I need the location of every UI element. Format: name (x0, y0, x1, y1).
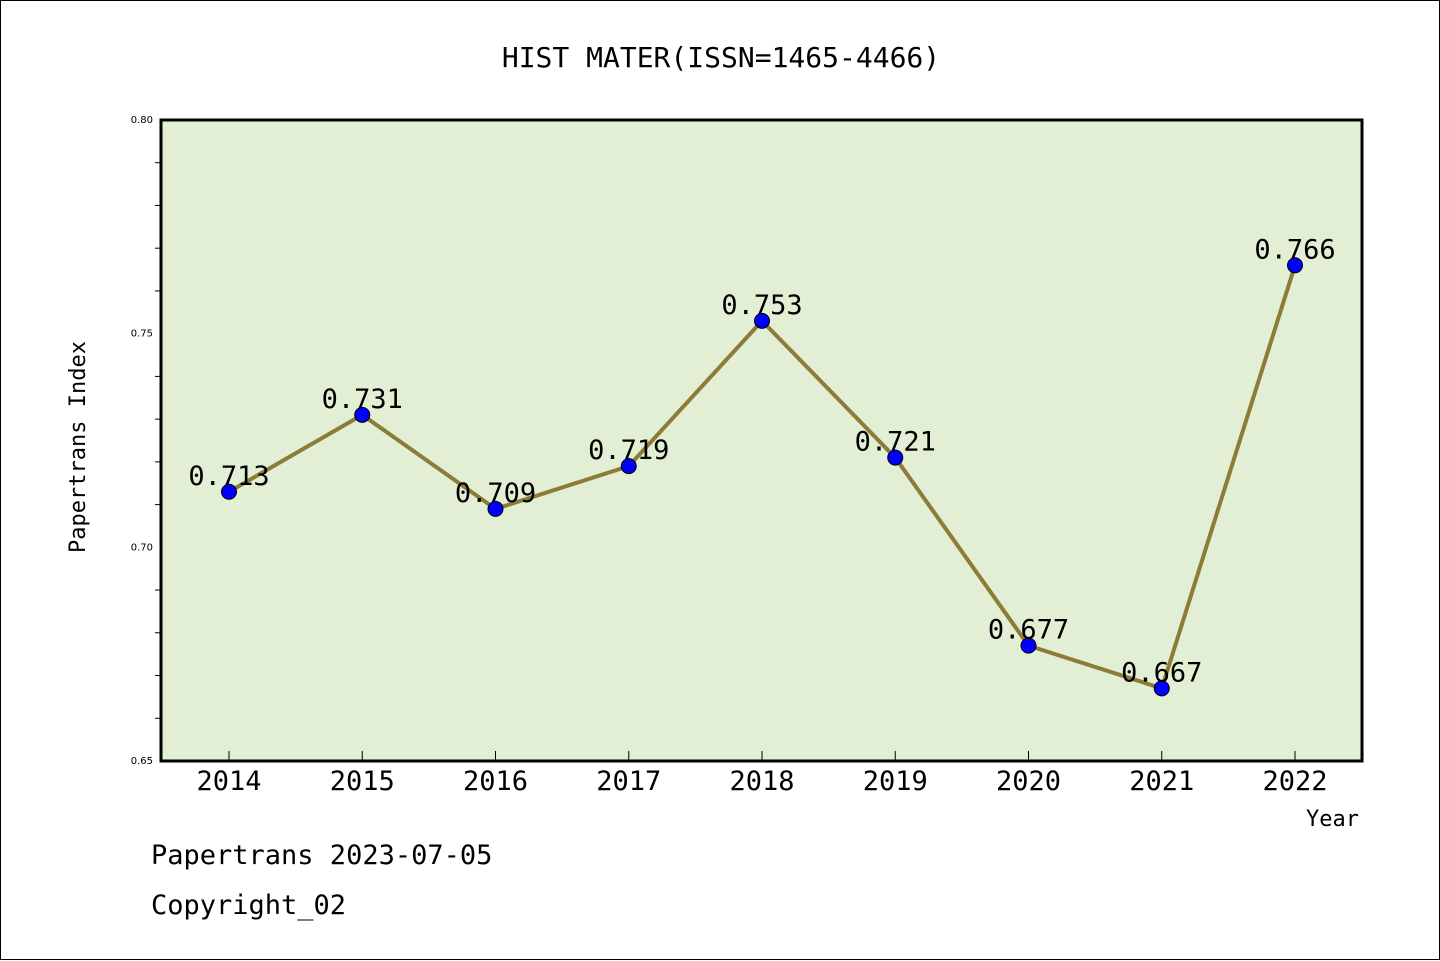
y-tick-label: 0.70 (131, 542, 153, 553)
data-label: 0.721 (855, 427, 936, 458)
y-tick-label: 0.65 (131, 756, 153, 767)
data-point (1020, 637, 1037, 654)
x-tick-label: 2014 (196, 766, 261, 797)
data-label: 0.753 (721, 290, 802, 321)
x-axis: 2014 2015 2016 2017 2018 2019 2020 2021 2022 (196, 751, 1328, 797)
data-point (221, 483, 237, 500)
y-axis-title: Papertrans Index (66, 341, 91, 553)
data-label: 0.731 (322, 384, 403, 415)
x-tick-label: 2017 (596, 766, 661, 797)
footer-copyright: Copyright_02 (151, 890, 346, 921)
data-point (620, 458, 637, 475)
x-tick-label: 2019 (863, 766, 928, 797)
data-label: 0.766 (1254, 234, 1335, 265)
x-axis-title: Year (1306, 807, 1359, 832)
data-labels: 0.713 0.731 0.709 0.719 0.753 0.721 0.677 0.667… (188, 234, 1335, 688)
data-label: 0.667 (1121, 657, 1202, 688)
y-tick-label: 0.75 (131, 329, 153, 340)
data-label: 0.709 (455, 478, 536, 509)
x-tick-label: 2022 (1262, 766, 1327, 797)
data-label: 0.677 (988, 615, 1069, 646)
footer-date: Papertrans 2023-07-05 (151, 840, 492, 871)
data-point (754, 312, 770, 329)
data-point (354, 406, 371, 423)
x-tick-label: 2016 (463, 766, 528, 797)
data-label: 0.713 (188, 461, 269, 492)
data-point (487, 500, 504, 517)
y-tick-label: 0.80 (131, 115, 153, 126)
data-point (1287, 257, 1303, 274)
series-markers (221, 257, 1303, 697)
x-tick-label: 2020 (996, 766, 1061, 797)
y-axis: 0.65 0.70 0.75 0.80 (131, 115, 161, 767)
data-point (1153, 680, 1170, 697)
plot-area (159, 118, 1364, 763)
x-tick-label: 2021 (1129, 766, 1194, 797)
chart-title: HIST MATER(ISSN=1465-4466) (502, 41, 940, 74)
data-point (887, 449, 904, 466)
data-label: 0.719 (588, 435, 669, 466)
x-tick-label: 2018 (729, 766, 794, 797)
x-tick-label: 2015 (330, 766, 395, 797)
